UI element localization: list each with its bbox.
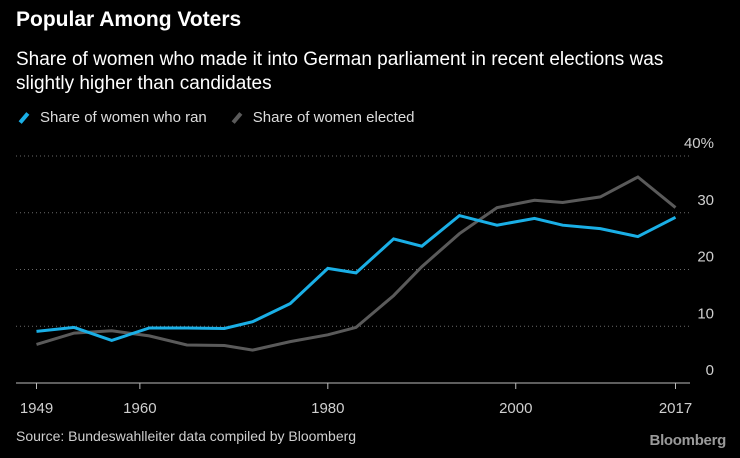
series-line-elected	[36, 175, 677, 352]
source-note: Source: Bundeswahlleiter data compiled b…	[16, 428, 357, 444]
x-tick-label-1980: 1980	[311, 400, 344, 417]
x-tick-label-2017: 2017	[659, 400, 692, 417]
legend: Share of women who ran Share of women el…	[16, 109, 437, 126]
x-tick-label-1949: 1949	[20, 400, 53, 417]
x-tick-label-1960: 1960	[123, 400, 156, 417]
legend-item-ran: Share of women who ran	[16, 109, 207, 126]
bloomberg-logo: Bloomberg	[649, 432, 727, 449]
legend-label-elected: Share of women elected	[252, 109, 415, 126]
x-tick-label-2000: 2000	[499, 400, 532, 417]
legend-label-ran: Share of women who ran	[40, 109, 207, 126]
chart-title: Popular Among Voters	[16, 8, 242, 31]
legend-item-elected: Share of women elected	[229, 109, 415, 126]
series-line-ran	[36, 213, 677, 342]
y-tick-label-10: 10	[697, 305, 714, 322]
chart-subtitle: Share of women who made it into German p…	[16, 49, 664, 94]
y-tick-label-40: 40%	[684, 135, 714, 152]
y-tick-label-20: 20	[697, 249, 714, 266]
y-tick-label-30: 30	[697, 192, 714, 209]
y-tick-label-0: 0	[706, 362, 714, 379]
